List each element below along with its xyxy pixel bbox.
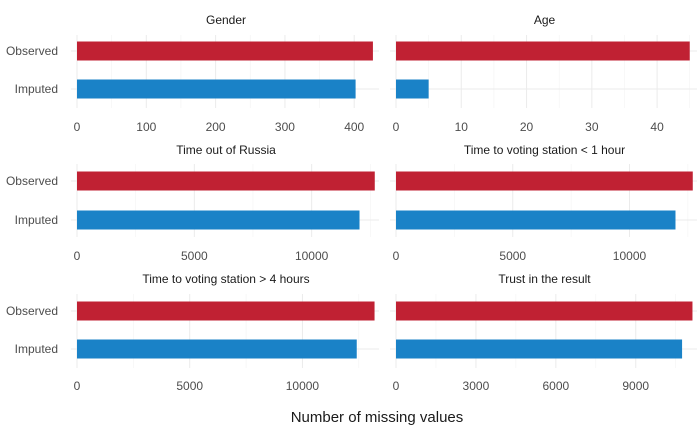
x-tick-label: 3000 xyxy=(463,379,490,393)
bar-imputed xyxy=(77,210,360,230)
y-category-label: Observed xyxy=(6,44,58,58)
x-tick-label: 0 xyxy=(74,379,81,393)
facet-panel: Trust in the result 0 3000 6000 9000 xyxy=(390,272,697,393)
bar-imputed xyxy=(396,79,429,99)
x-tick-label: 400 xyxy=(344,120,364,134)
facet-title: Trust in the result xyxy=(498,272,591,286)
x-tick-label: 5000 xyxy=(499,249,526,263)
x-tick-label: 0 xyxy=(74,120,81,134)
x-tick-label: 200 xyxy=(206,120,226,134)
bar-imputed xyxy=(77,79,356,99)
x-tick-label: 9000 xyxy=(622,379,649,393)
bar-observed xyxy=(396,301,693,321)
bar-observed xyxy=(396,171,693,191)
facet-panel: Time to voting station > 4 hours 0 5000 100… xyxy=(6,272,379,393)
facet-title: Age xyxy=(534,13,556,27)
bar-imputed xyxy=(396,210,676,230)
x-tick-label: 10 xyxy=(455,120,469,134)
x-tick-label: 10000 xyxy=(295,249,329,263)
facet-title: Gender xyxy=(206,13,246,27)
bar-imputed xyxy=(77,339,357,359)
x-tick-label: 0 xyxy=(393,249,400,263)
facet-title: Time to voting station > 4 hours xyxy=(142,272,309,286)
facet-panel: Time to voting station < 1 hour 0 5000 1000… xyxy=(390,143,697,263)
facet-panel: Time out of Russia 0 5000 10000 Observed Impu… xyxy=(6,143,379,263)
x-tick-label: 30 xyxy=(585,120,599,134)
facet-panel: Gender 0 100 200 300 400 Observed Imputed xyxy=(6,13,379,134)
x-tick-label: 300 xyxy=(275,120,295,134)
x-tick-label: 0 xyxy=(393,120,400,134)
x-axis-title: Number of missing values xyxy=(291,409,464,426)
bar-imputed xyxy=(396,339,683,359)
facet-panel: Age 0 10 20 30 40 xyxy=(390,13,697,134)
x-tick-label: 0 xyxy=(393,379,400,393)
y-category-label: Imputed xyxy=(15,82,58,96)
bar-observed xyxy=(396,41,690,61)
bar-observed xyxy=(77,301,375,321)
facet-title: Time out of Russia xyxy=(176,143,276,157)
y-category-label: Imputed xyxy=(15,342,58,356)
x-tick-label: 10000 xyxy=(613,249,647,263)
x-tick-label: 100 xyxy=(136,120,156,134)
x-tick-label: 5000 xyxy=(176,379,203,393)
facet-title: Time to voting station < 1 hour xyxy=(464,143,625,157)
x-tick-label: 0 xyxy=(74,249,81,263)
x-tick-label: 5000 xyxy=(181,249,208,263)
x-tick-label: 20 xyxy=(520,120,534,134)
y-category-label: Observed xyxy=(6,304,58,318)
y-category-label: Observed xyxy=(6,174,58,188)
bar-observed xyxy=(77,171,375,191)
x-tick-label: 10000 xyxy=(286,379,320,393)
y-category-label: Imputed xyxy=(15,213,58,227)
x-tick-label: 6000 xyxy=(542,379,569,393)
bar-observed xyxy=(77,41,373,61)
x-tick-label: 40 xyxy=(650,120,664,134)
